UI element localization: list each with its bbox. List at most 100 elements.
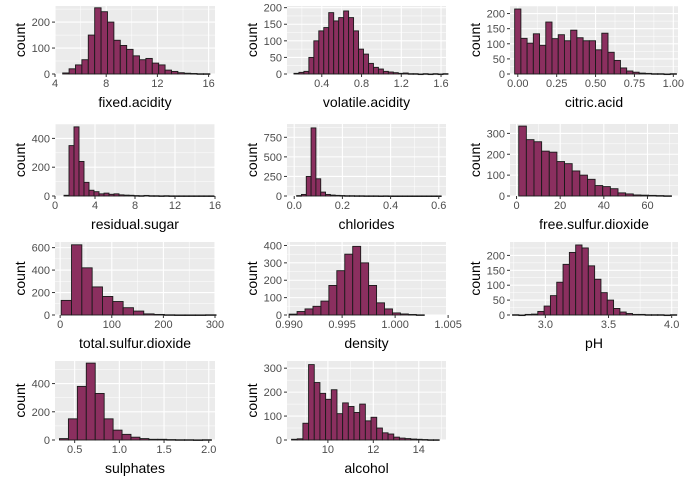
- histogram-bar: [163, 195, 170, 197]
- y-axis-title: count: [244, 383, 260, 417]
- histogram-bar: [325, 193, 331, 197]
- histogram-bar: [93, 191, 100, 197]
- x-tick-label: 1.6: [433, 78, 448, 90]
- y-tick-label: 0: [499, 69, 505, 81]
- histogram-bar: [549, 295, 558, 316]
- panel-sulphates: 0.5 1.0 1.5 2.0 0 200 400 sulphates count: [12, 361, 216, 476]
- histogram-bar: [302, 422, 310, 441]
- histogram-bar: [518, 125, 527, 197]
- x-tick-label: 40: [598, 200, 610, 212]
- histogram-bar: [94, 392, 105, 441]
- y-tick-label: 200: [487, 149, 505, 161]
- histogram-bar: [360, 262, 370, 316]
- histogram-bar: [632, 194, 642, 197]
- histogram-bar: [601, 32, 609, 75]
- x-axis-title: pH: [585, 335, 603, 351]
- histogram-bar: [407, 314, 417, 316]
- x-axis-title: residual.sugar: [91, 216, 179, 232]
- y-tick-label: 200: [32, 288, 50, 300]
- histogram-bar: [537, 310, 545, 316]
- histogram-bar: [139, 438, 150, 441]
- histogram-bar: [121, 433, 132, 441]
- histogram-bar: [148, 438, 159, 441]
- y-tick-label: 600: [32, 243, 50, 255]
- histogram-bar: [594, 185, 604, 197]
- x-tick-label: 16: [209, 200, 221, 212]
- histogram-bar: [392, 312, 401, 316]
- histogram-bar: [370, 416, 378, 441]
- histogram-bar: [139, 59, 147, 75]
- histogram-bar: [518, 314, 526, 317]
- y-tick-label: 0: [44, 310, 50, 322]
- y-tick-label: 250: [264, 171, 282, 183]
- histogram-bar: [138, 195, 145, 197]
- y-tick-label: 500: [264, 152, 282, 164]
- histogram-bar: [158, 64, 166, 75]
- histogram-bar: [582, 40, 590, 75]
- histogram-bar: [329, 194, 336, 197]
- histogram-bar: [333, 20, 340, 75]
- histogram-bar: [102, 296, 114, 316]
- histogram-bar: [293, 72, 300, 75]
- y-axis-title: count: [244, 261, 260, 295]
- x-tick-label: 0.0: [287, 200, 302, 212]
- histogram-bar: [410, 438, 417, 441]
- panel-fixed-acidity: 4 8 12 16 0 100 200 fixed.acidity count: [12, 6, 215, 110]
- histogram-bar: [613, 307, 621, 316]
- histogram-bar: [78, 160, 85, 197]
- histogram-bar: [416, 438, 423, 441]
- histogram-bar: [177, 72, 185, 75]
- x-tick-label: 0.8: [354, 78, 369, 90]
- panel-residual-sugar: 0 4 8 12 16 0 200 400 residual.sugar count: [12, 123, 221, 232]
- histogram-bar: [336, 270, 346, 316]
- histogram-bar: [393, 436, 400, 441]
- histogram-bar: [166, 439, 177, 441]
- histogram-bar: [103, 192, 110, 197]
- y-tick-label: 0: [499, 310, 505, 322]
- histogram-bar: [103, 418, 114, 441]
- x-axis-title: total.sulfur.dioxide: [79, 335, 191, 351]
- histogram-bar: [113, 193, 120, 197]
- histogram-bar: [319, 392, 327, 441]
- histogram-bar: [296, 438, 304, 441]
- histogram-bar: [347, 406, 355, 441]
- y-tick-label: 0: [276, 191, 282, 203]
- y-axis-title: count: [12, 383, 28, 417]
- histogram-bar: [358, 48, 364, 75]
- y-tick-label: 100: [487, 280, 505, 292]
- histogram-bar: [368, 195, 375, 197]
- histogram-bar: [378, 195, 384, 197]
- histogram-bar: [112, 301, 124, 316]
- histogram-bar: [359, 403, 366, 441]
- histogram-bar: [397, 195, 404, 197]
- histogram-bar: [587, 178, 596, 197]
- x-tick-label: 8: [103, 78, 109, 90]
- histogram-bar: [148, 195, 155, 197]
- histogram-bar: [143, 194, 150, 197]
- x-tick-label: 1.5: [156, 444, 171, 456]
- y-tick-label: 200: [32, 162, 50, 174]
- histogram-bar: [648, 194, 657, 197]
- histogram-bar: [288, 313, 298, 316]
- histogram-bar: [364, 420, 372, 441]
- histogram-bar: [108, 193, 115, 197]
- histogram-bar: [548, 151, 558, 197]
- x-axis-title: fixed.acidity: [98, 94, 171, 110]
- histogram-bar: [153, 313, 165, 316]
- histogram-bar: [183, 195, 190, 197]
- histogram-bar: [545, 21, 553, 75]
- histogram-bar: [392, 195, 399, 197]
- histogram-bar: [607, 51, 615, 75]
- histogram-bar: [376, 302, 385, 316]
- histogram-bar: [122, 307, 134, 316]
- x-tick-label: 300: [206, 319, 224, 331]
- histogram-bar: [417, 73, 424, 76]
- y-tick-label: 400: [32, 133, 50, 145]
- y-axis-title: count: [467, 23, 483, 57]
- y-axis-title: count: [467, 261, 483, 295]
- x-tick-label: 1.005: [434, 319, 462, 331]
- histogram-bar: [205, 314, 217, 316]
- x-tick-label: 2.0: [201, 444, 216, 456]
- x-axis-title: free.sulfur.dioxide: [539, 216, 649, 232]
- y-tick-label: 150: [487, 24, 505, 36]
